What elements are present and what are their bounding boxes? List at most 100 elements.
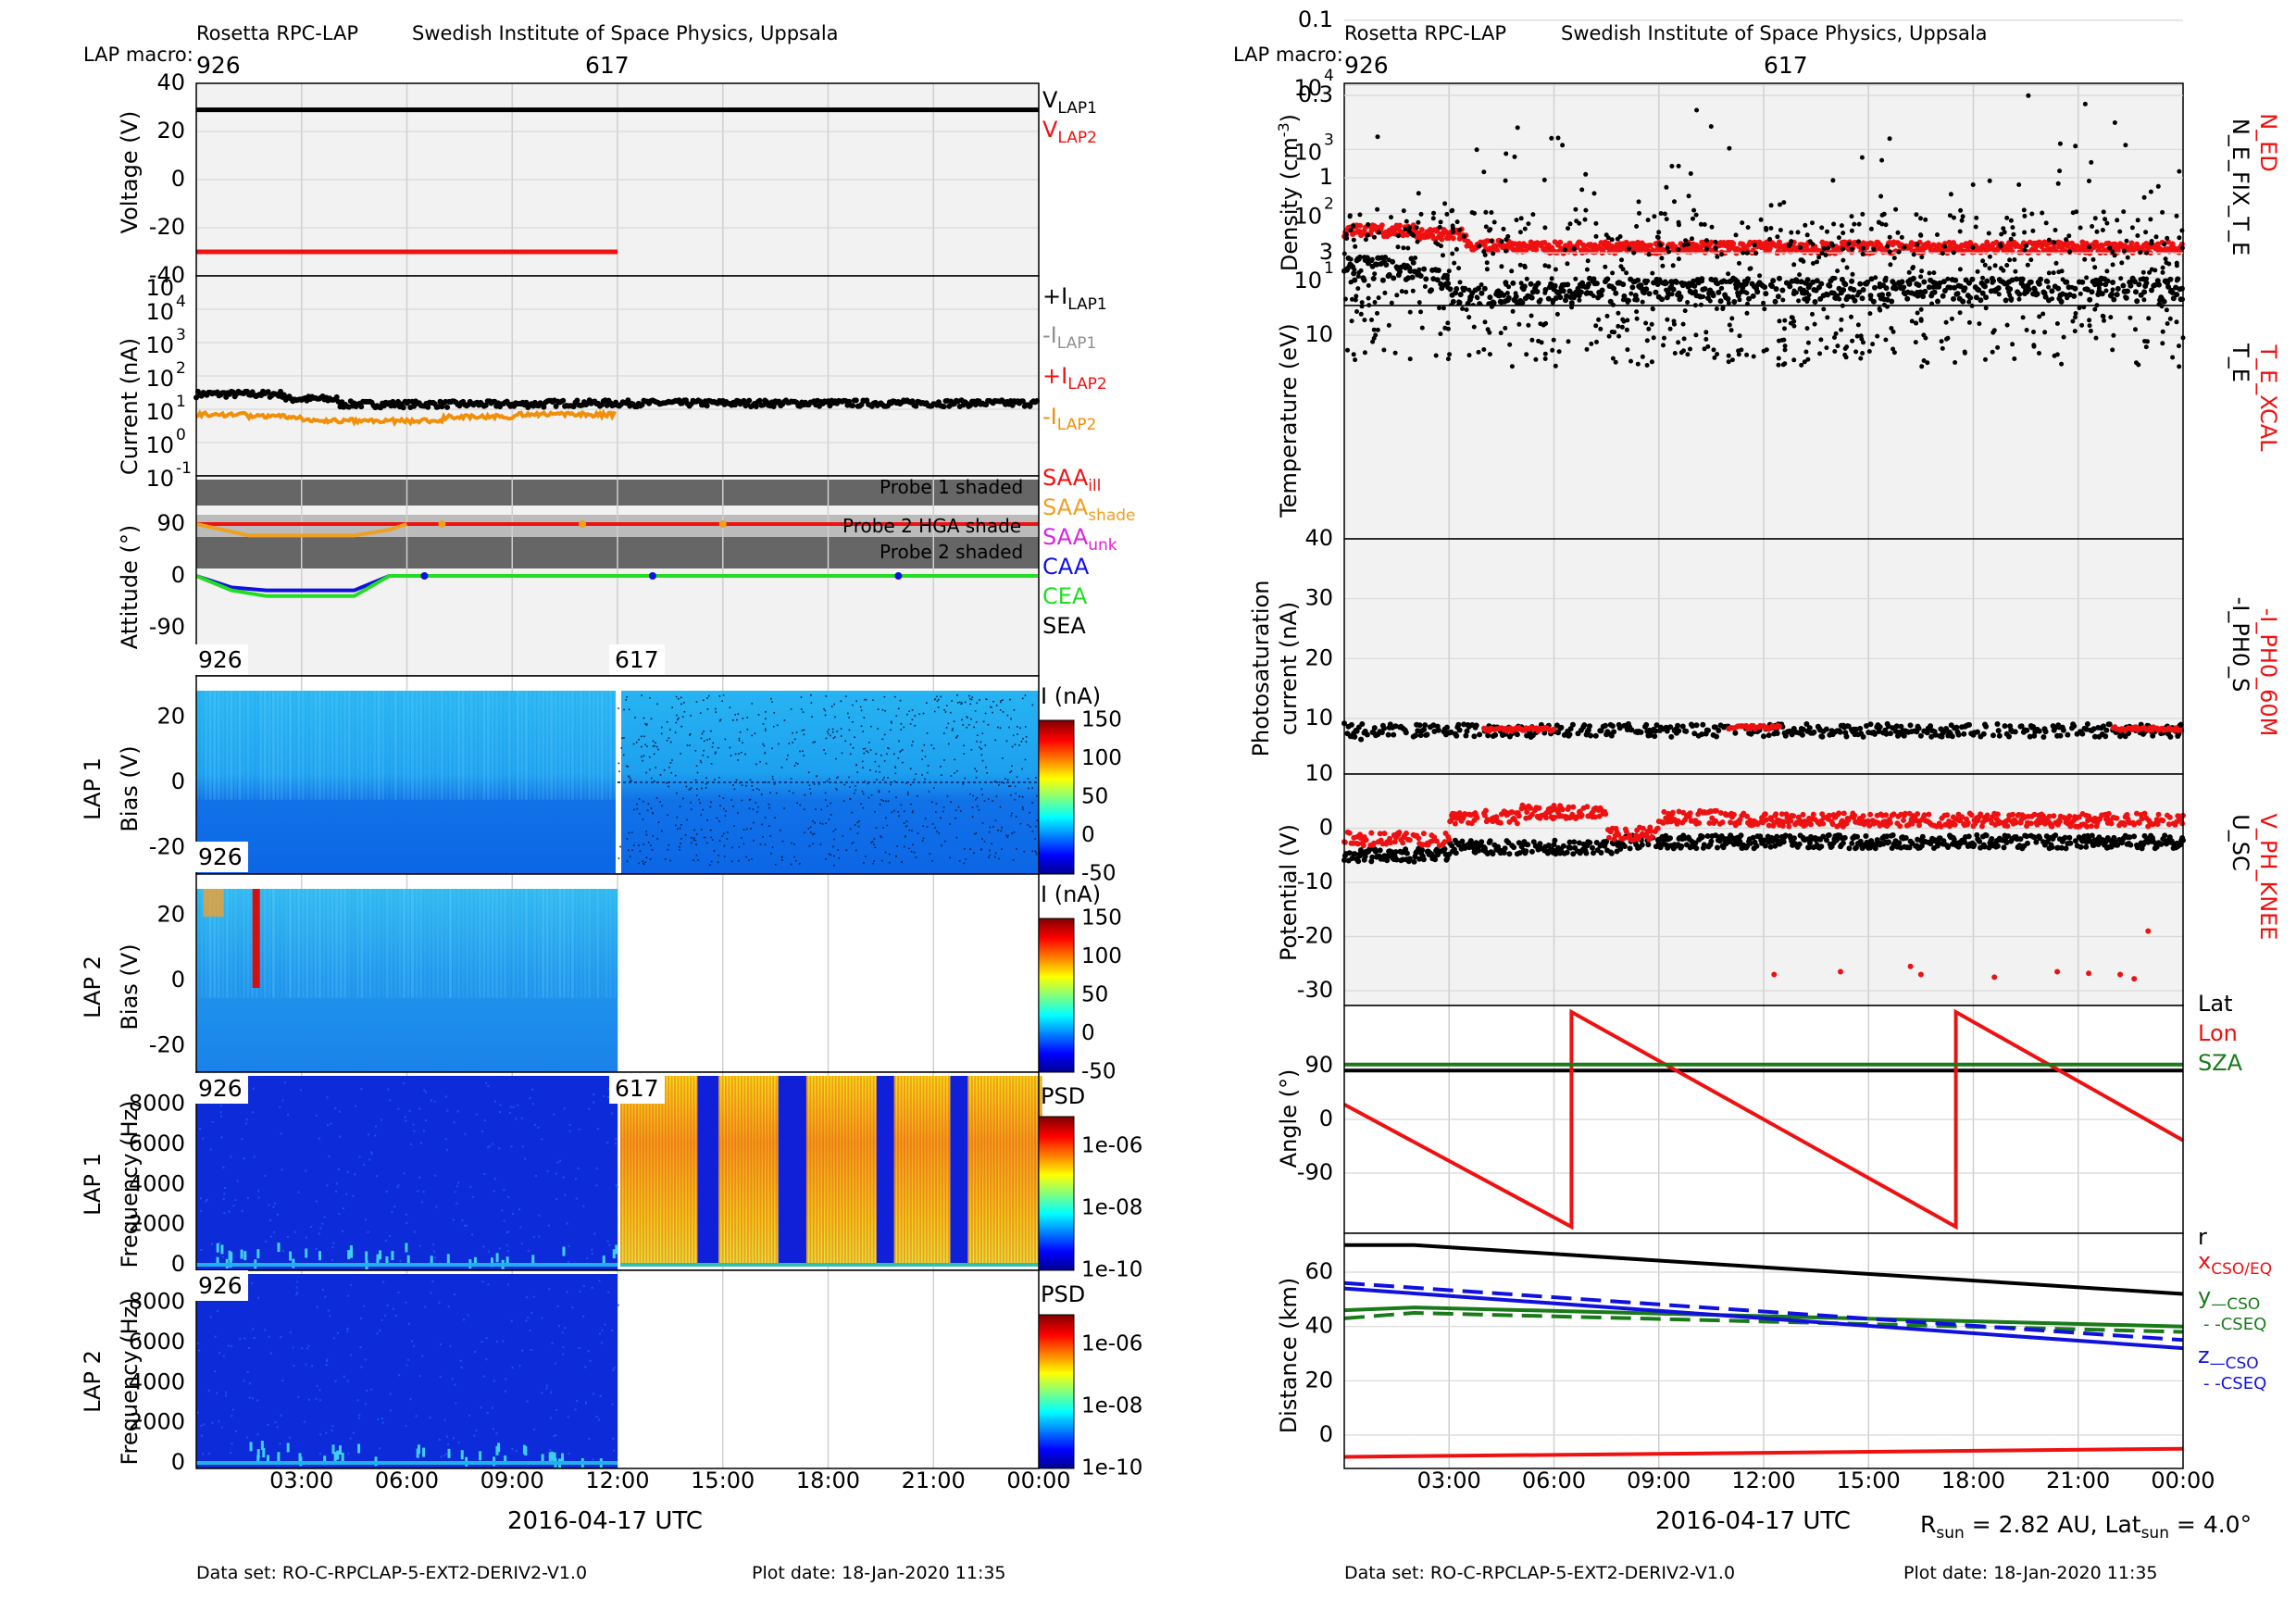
lap1freq-panel-psd-926 <box>196 1076 618 1270</box>
lap1bias-panel-noise-dot <box>1022 808 1024 810</box>
series-i-ph0-s <box>1714 733 1719 740</box>
lap1bias-panel-noise-dot <box>976 806 979 807</box>
series-t-e <box>2103 217 2108 222</box>
lap1freq-panel-psd-noise <box>432 1243 435 1246</box>
lap1bias-panel-noise-dot <box>851 843 853 844</box>
lap2freq-panel-psd-noise <box>505 1390 507 1393</box>
lap1bias-panel-noise-dot <box>629 777 631 780</box>
series-t-e <box>2102 318 2106 323</box>
lap2freq-panel-tick: 2000 <box>129 1409 185 1435</box>
lap2freq-panel-psd-noise <box>460 1367 463 1369</box>
lap1bias-panel-noise-dot <box>710 860 713 863</box>
series-t-e <box>2016 182 2022 187</box>
series-n-e-fix-t-e <box>1593 281 1600 287</box>
series-t-e <box>2053 260 2059 266</box>
lap1bias-panel-noise-dot <box>750 858 753 860</box>
lap1bias-panel-noise-dot <box>832 830 835 832</box>
lap1freq-panel-psd-line <box>977 1076 980 1267</box>
lap1freq-panel-psd-noise <box>282 1249 285 1252</box>
lap1freq-panel-psd-noise <box>567 1260 569 1263</box>
lap2freq-panel-psd-lowband <box>357 1443 361 1454</box>
series-t-e <box>2004 322 2010 328</box>
lap1bias-panel-noise-dot <box>837 849 840 851</box>
series-n-e-fix-t-e <box>1435 268 1441 273</box>
saa-marker <box>579 520 587 528</box>
lap1bias-panel-noise-dot <box>731 846 733 849</box>
lap1freq-panel-psd-noise <box>399 1259 402 1262</box>
lap1bias-panel-noise-dot <box>942 806 945 808</box>
series-t-e <box>1530 212 1536 218</box>
series-t-e <box>1821 306 1827 312</box>
lap2freq-panel-psd-noise <box>568 1453 570 1455</box>
lap1bias-panel-noise-dot <box>714 779 716 781</box>
lap1bias-panel-noise-dot <box>911 830 913 832</box>
lap1freq-panel-psd-line <box>753 1076 755 1267</box>
series-t-e <box>1736 352 1741 357</box>
lap1freq-panel-psd-noise <box>374 1134 377 1137</box>
lap2bias-panel-streak <box>217 889 220 998</box>
lap2freq-panel-psd-noise <box>230 1452 232 1455</box>
lap1bias-panel-noise-dot <box>1010 718 1012 720</box>
series-t-e <box>1767 236 1773 242</box>
lap2freq-panel-psd-lowband <box>497 1443 501 1453</box>
lap2bias-panel-streak <box>423 889 427 998</box>
lap1bias-panel-noise-dot <box>1035 794 1038 797</box>
series-t-e <box>1815 259 1819 265</box>
lap1bias-panel-noise-dot <box>825 737 828 740</box>
series-t-e <box>2108 315 2114 320</box>
lap1bias-panel-noise-dot <box>827 731 829 732</box>
lap1bias-panel-noise-dot <box>710 730 712 732</box>
series-n-e-fix-t-e <box>1611 285 1617 292</box>
lap1freq-panel-psd-noise <box>487 1250 490 1253</box>
series-i-ph0-s <box>1461 721 1467 728</box>
series-t-e <box>1720 305 1726 310</box>
lap1freq-panel-psd-noise <box>211 1120 214 1123</box>
lap1bias-panel-noise-dot <box>888 853 891 856</box>
lap1bias-panel-noise-dot <box>702 808 705 811</box>
lap1bias-panel-noise-dot <box>843 783 846 786</box>
series-t-e <box>1628 291 1634 296</box>
series-n-e-fix-t-e <box>1937 280 1943 286</box>
series-n-e-fix-t-e <box>1674 279 1679 285</box>
lap1freq-panel-psd-lowband <box>228 1250 231 1260</box>
series-t-e <box>1355 286 1361 292</box>
series-t-e <box>1445 356 1451 362</box>
series-t-e <box>1620 297 1626 303</box>
lap1bias-panel-noise-dot <box>718 695 721 697</box>
lap1bias-panel-noise-dot <box>796 763 799 765</box>
lap1bias-panel-noise-dot <box>1024 694 1027 697</box>
series-t-e <box>1806 293 1812 298</box>
lap1bias-panel-noise-dot <box>941 844 942 847</box>
series-t-e <box>1676 256 1681 262</box>
lap1bias-panel-noise-dot <box>1002 711 1004 713</box>
lap2freq-panel-psd-noise <box>599 1394 602 1397</box>
lap1bias-panel-noise-dot <box>927 765 930 767</box>
lap1bias-panel-noise-dot <box>828 853 830 856</box>
series-t-e <box>2010 225 2015 231</box>
series-t-e <box>1799 362 1804 368</box>
lap1bias-panel-noise-dot <box>977 734 979 737</box>
series-t-e <box>2046 237 2052 243</box>
series-n-ed <box>1946 239 1953 245</box>
series-t-e <box>1526 221 1531 227</box>
series-t-e <box>1504 151 1509 156</box>
series-t-e <box>2057 169 2063 174</box>
header-left-macro-1: 926 <box>196 52 241 79</box>
lap1bias-panel-noise-dot <box>1016 726 1018 728</box>
series-n-e-fix-t-e <box>1710 293 1716 299</box>
lap1bias-panel-noise-dot <box>894 772 897 775</box>
series-n-e-fix-t-e <box>2026 286 2032 293</box>
series-n-ed <box>2115 247 2121 254</box>
lap1freq-panel-psd-noise <box>418 1176 421 1179</box>
lap1bias-panel-noise-dot <box>1010 815 1013 817</box>
lap1bias-panel-noise-dot <box>764 781 767 783</box>
lap1bias-panel-noise-dot <box>1017 733 1018 735</box>
lap1bias-panel-noise-dot <box>963 862 966 865</box>
lap2freq-panel-psd-noise <box>418 1375 421 1378</box>
series-t-e <box>1386 257 1391 263</box>
lap1bias-panel-noise-dot <box>848 729 851 731</box>
density-tick-exp: 4 <box>1324 67 1334 85</box>
lap1freq-panel-psd-noise <box>562 1176 565 1179</box>
lap1freq-panel-psd-noise <box>602 1094 605 1097</box>
lap1bias-panel-noise-dot <box>650 807 653 809</box>
